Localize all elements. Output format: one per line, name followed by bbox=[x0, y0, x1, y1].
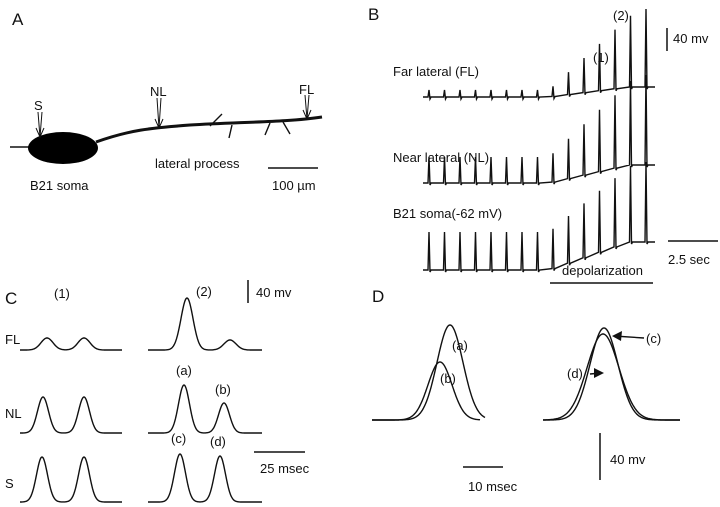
panel-label: A bbox=[12, 10, 24, 29]
scale-label: 40 mv bbox=[256, 285, 292, 300]
scale-label: 100 µm bbox=[272, 178, 316, 193]
marker: (1) bbox=[593, 50, 609, 65]
electrode bbox=[35, 111, 45, 139]
peak-label: (a) bbox=[452, 338, 468, 353]
peak-label: (d) bbox=[210, 434, 226, 449]
voltage-trace bbox=[372, 324, 486, 421]
arrow-head bbox=[612, 331, 622, 341]
panel-label: C bbox=[5, 289, 17, 308]
row-label: NL bbox=[5, 406, 22, 421]
stimulus-label: depolarization bbox=[562, 263, 643, 278]
label: B21 soma bbox=[30, 178, 89, 193]
scale-label: 2.5 sec bbox=[668, 252, 710, 267]
row-label: FL bbox=[5, 332, 20, 347]
scale-label: 10 msec bbox=[468, 479, 518, 494]
soma bbox=[28, 132, 98, 164]
trace-label: Far lateral (FL) bbox=[393, 64, 479, 79]
row-label: S bbox=[5, 476, 14, 491]
marker: S bbox=[34, 98, 43, 113]
voltage-trace bbox=[20, 337, 122, 351]
voltage-trace bbox=[148, 297, 262, 351]
peak-label: (c) bbox=[171, 431, 186, 446]
scale-label: 25 msec bbox=[260, 461, 310, 476]
branches bbox=[209, 113, 291, 139]
voltage-trace bbox=[423, 161, 655, 273]
column-label: (2) bbox=[196, 284, 212, 299]
column-label: (1) bbox=[54, 286, 70, 301]
panel-label: D bbox=[372, 287, 384, 306]
electrode bbox=[302, 94, 312, 121]
trace-label: B21 soma(-62 mV) bbox=[393, 206, 502, 221]
marker: FL bbox=[299, 82, 314, 97]
marker: (2) bbox=[613, 8, 629, 23]
electrode bbox=[154, 97, 164, 130]
voltage-trace bbox=[543, 333, 680, 421]
voltage-trace bbox=[20, 396, 122, 434]
peak-label: (b) bbox=[215, 382, 231, 397]
scale-label: 40 mv bbox=[673, 31, 709, 46]
scale-label: 40 mv bbox=[610, 452, 646, 467]
panel-label: B bbox=[368, 5, 379, 24]
peak-label: (a) bbox=[176, 363, 192, 378]
voltage-trace bbox=[423, 74, 655, 186]
voltage-trace bbox=[148, 384, 262, 434]
voltage-trace bbox=[423, 8, 655, 102]
trace-label: Near lateral (NL) bbox=[393, 150, 489, 165]
peak-label: (d) bbox=[567, 366, 583, 381]
voltage-trace bbox=[372, 361, 481, 421]
peak-label: (c) bbox=[646, 331, 661, 346]
voltage-trace bbox=[20, 456, 122, 503]
arrow-head bbox=[594, 368, 604, 378]
peak-label: (b) bbox=[440, 371, 456, 386]
voltage-trace bbox=[148, 453, 262, 503]
lateral-process bbox=[95, 115, 323, 144]
marker: NL bbox=[150, 84, 167, 99]
label: lateral process bbox=[155, 156, 240, 171]
